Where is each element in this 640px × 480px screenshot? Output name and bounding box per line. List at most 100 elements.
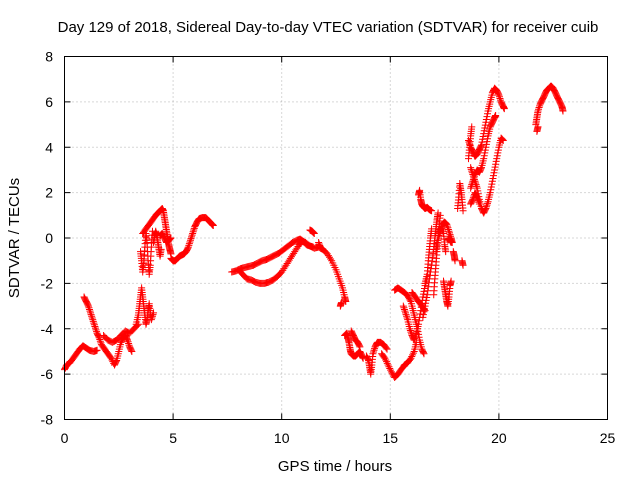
- data-point: [407, 328, 415, 336]
- data-point: [371, 345, 379, 353]
- data-point: [310, 229, 318, 237]
- data-point: [369, 348, 377, 356]
- data-point: [186, 236, 194, 244]
- data-point: [535, 105, 543, 113]
- data-point: [310, 229, 318, 237]
- data-point: [127, 346, 135, 354]
- data-point: [404, 293, 412, 301]
- data-point: [442, 219, 450, 227]
- data-point: [353, 338, 361, 346]
- data-point: [89, 317, 97, 325]
- data-point: [167, 234, 175, 242]
- data-point: [459, 261, 467, 269]
- data-point: [157, 245, 165, 253]
- data-point: [423, 294, 431, 302]
- data-point: [165, 236, 173, 244]
- data-point: [494, 90, 502, 98]
- data-point: [90, 321, 98, 329]
- y-tick-label: -8: [41, 412, 54, 428]
- data-point: [492, 160, 500, 168]
- data-point: [451, 257, 459, 265]
- data-point: [409, 351, 417, 359]
- y-tick-label: 0: [45, 230, 53, 246]
- data-point: [428, 225, 436, 233]
- data-point: [429, 253, 437, 261]
- data-point: [443, 220, 451, 228]
- data-point: [494, 149, 502, 157]
- data-point: [491, 166, 499, 174]
- y-tick-label: -4: [41, 321, 54, 337]
- data-point: [498, 135, 506, 143]
- data-point: [149, 311, 157, 319]
- data-point: [327, 255, 335, 263]
- data-point: [185, 241, 193, 249]
- data-point: [184, 244, 192, 252]
- data-point: [480, 152, 488, 160]
- data-point: [185, 240, 193, 248]
- data-point: [315, 240, 323, 248]
- x-tick-label: 20: [491, 430, 507, 446]
- data-point: [468, 197, 476, 205]
- data-point: [97, 339, 105, 347]
- x-tick-label: 10: [274, 430, 290, 446]
- data-point: [535, 104, 543, 112]
- data-point: [536, 102, 544, 110]
- data-point: [496, 94, 504, 102]
- data-point: [407, 354, 415, 362]
- data-point: [388, 369, 396, 377]
- data-point: [93, 346, 101, 354]
- data-point: [493, 155, 501, 163]
- data-point: [91, 322, 99, 330]
- data-point: [480, 155, 488, 163]
- data-point: [95, 333, 103, 341]
- data-point: [488, 177, 496, 185]
- data-point: [447, 239, 455, 247]
- data-point: [477, 165, 485, 173]
- data-point: [481, 124, 489, 132]
- data-point: [380, 353, 388, 361]
- data-point: [387, 366, 395, 374]
- data-point: [445, 227, 453, 235]
- data-point: [436, 211, 444, 219]
- data-point: [190, 224, 198, 232]
- data-point: [488, 180, 496, 188]
- data-point: [382, 344, 390, 352]
- data-point: [497, 96, 505, 104]
- data-point: [209, 222, 217, 230]
- data-point: [92, 326, 100, 334]
- data-point: [123, 336, 131, 344]
- data-point: [411, 333, 419, 341]
- y-tick-label: 6: [45, 94, 53, 110]
- data-point: [84, 302, 92, 310]
- data-point: [107, 354, 115, 362]
- data-point: [481, 149, 489, 157]
- data-point: [492, 86, 500, 94]
- data-point: [90, 319, 98, 327]
- data-point: [188, 231, 196, 239]
- data-point: [355, 342, 363, 350]
- data-point: [381, 354, 389, 362]
- data-point: [478, 138, 486, 146]
- data-point: [559, 107, 567, 115]
- data-point: [87, 311, 95, 319]
- data-point: [482, 205, 490, 213]
- data-point: [468, 123, 476, 131]
- data-point: [423, 291, 431, 299]
- data-point: [421, 302, 429, 310]
- x-tick-label: 25: [600, 430, 616, 446]
- data-point: [468, 167, 476, 175]
- data-point: [424, 287, 432, 295]
- data-point: [189, 228, 197, 236]
- data-point: [88, 312, 96, 320]
- data-point: [412, 331, 420, 339]
- data-point: [405, 295, 413, 303]
- data-point: [337, 299, 345, 307]
- data-point: [208, 220, 216, 228]
- data-point: [499, 136, 507, 144]
- data-point: [387, 368, 395, 376]
- data-point: [491, 163, 499, 171]
- x-tick-label: 5: [169, 430, 177, 446]
- data-point: [383, 359, 391, 367]
- data-point: [481, 206, 489, 214]
- data-point: [123, 335, 131, 343]
